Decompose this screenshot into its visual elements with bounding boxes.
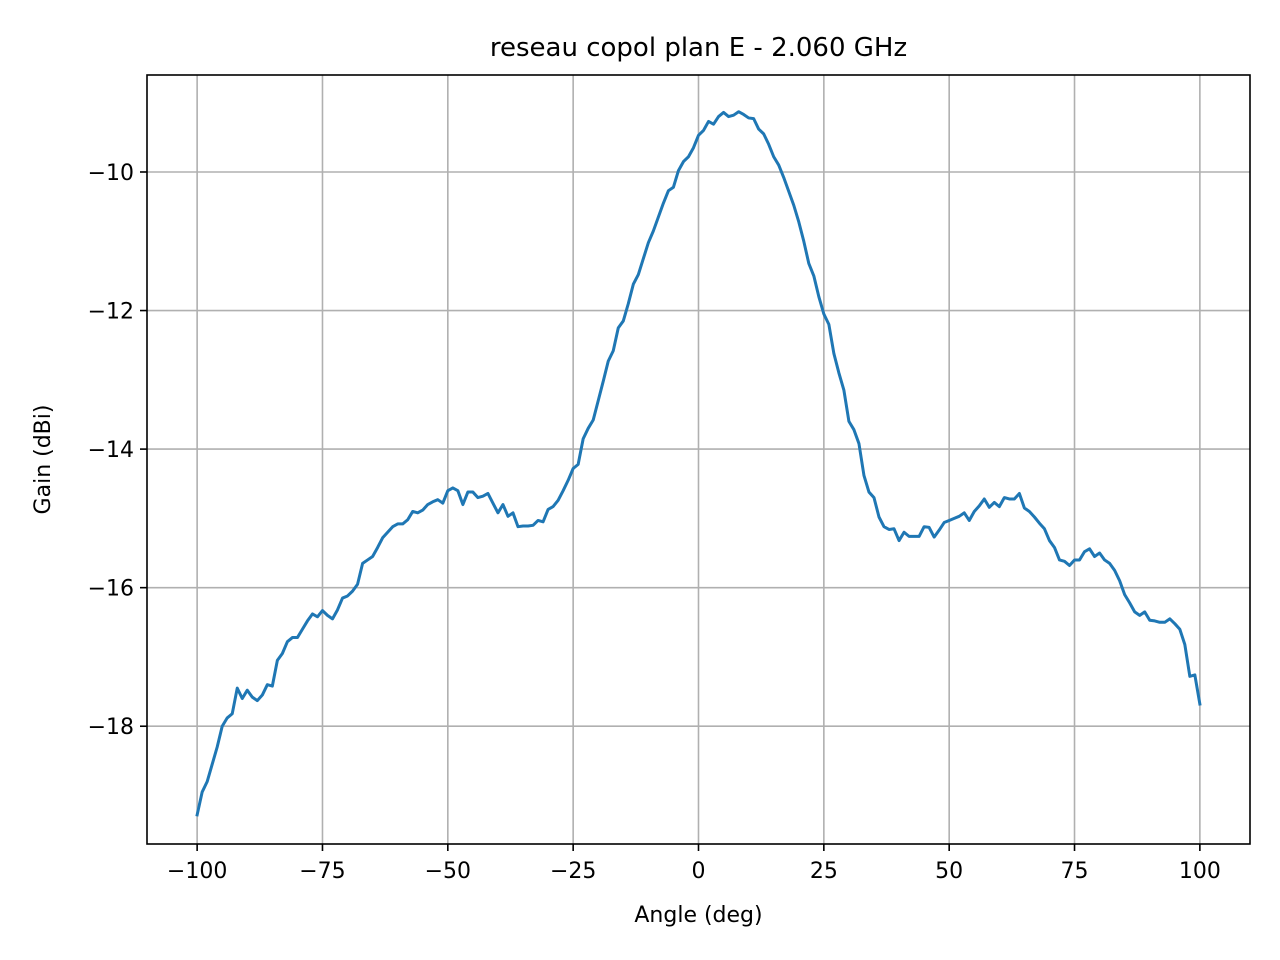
y-tick-label: −18 [88,715,134,740]
x-tick-label: 25 [810,859,838,884]
y-tick-label: −10 [88,161,134,186]
plot-area [195,110,1202,817]
x-tick-label: −75 [299,859,345,884]
axis-ticks: −100 −75 −50 −25 0 25 50 75 100 −18 −16 −14 −12 −10 [88,161,1221,884]
x-tick-label: 0 [692,859,706,884]
x-tick-label: 75 [1061,859,1089,884]
x-tick-label: −100 [167,859,227,884]
y-tick-label: −14 [88,438,134,463]
y-tick-label: −16 [88,577,134,602]
series-line [195,110,1202,817]
grid [147,75,1250,844]
chart-title: reseau copol plan E - 2.060 GHz [490,33,907,63]
y-axis-label: Gain (dBi) [31,405,56,515]
x-tick-label: 50 [935,859,963,884]
x-axis-label: Angle (deg) [634,903,762,928]
y-tick-label: −12 [88,300,134,325]
x-tick-label: −50 [425,859,471,884]
x-tick-label: 100 [1179,859,1221,884]
x-tick-label: −25 [550,859,596,884]
